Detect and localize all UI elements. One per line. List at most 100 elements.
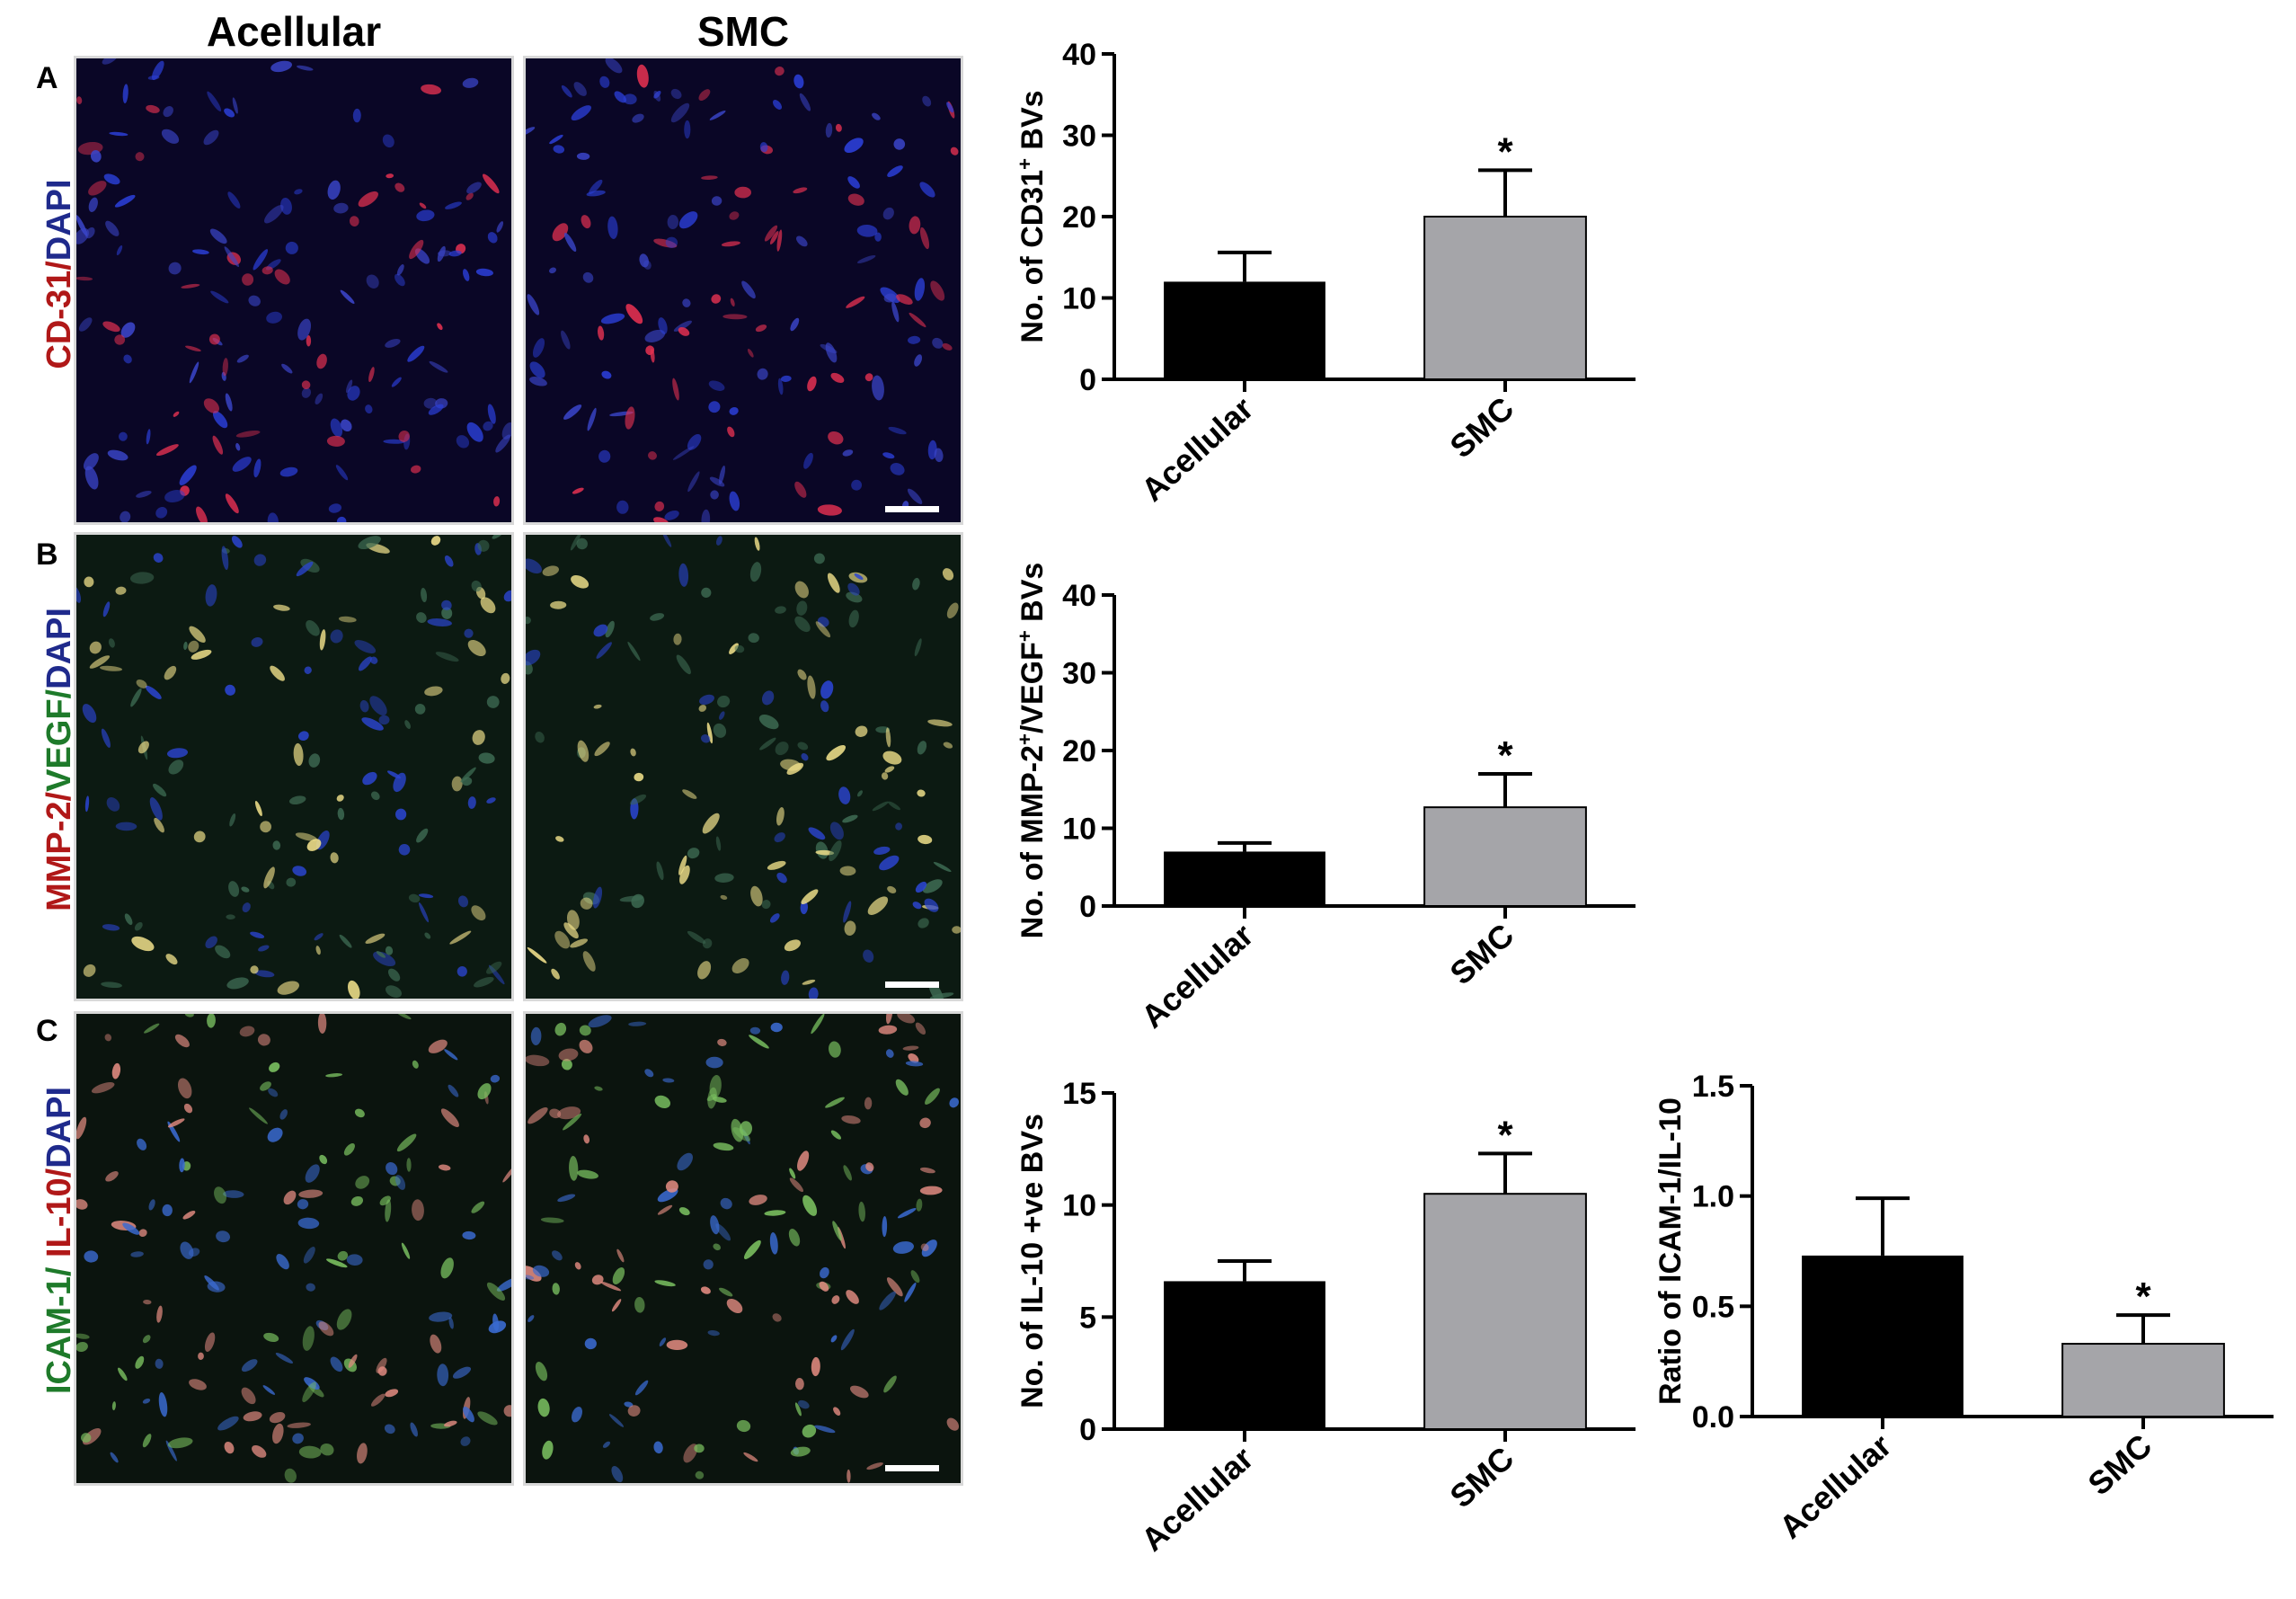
cell-blob bbox=[118, 431, 128, 441]
cell-blob bbox=[385, 1199, 392, 1222]
cell-blob bbox=[503, 1405, 511, 1417]
cell-blob bbox=[713, 723, 727, 738]
cell-blob bbox=[679, 865, 690, 884]
cell-blob bbox=[777, 378, 784, 395]
cell-blob bbox=[368, 367, 375, 383]
cell-blob bbox=[919, 1186, 943, 1195]
cell-blob bbox=[950, 147, 959, 155]
cell-blob bbox=[143, 1299, 152, 1305]
cell-blob bbox=[811, 1014, 825, 1035]
cell-blob bbox=[851, 479, 863, 491]
y-axis-title-part: /VEGF bbox=[1015, 642, 1050, 733]
cell-blob bbox=[109, 131, 129, 137]
cell-blob bbox=[793, 187, 808, 194]
cell-blob bbox=[815, 621, 831, 638]
cell-blob bbox=[253, 554, 267, 566]
cell-blob bbox=[358, 536, 381, 550]
cell-blob bbox=[697, 961, 712, 980]
cell-blob bbox=[882, 1216, 888, 1238]
cell-blob bbox=[921, 1239, 937, 1257]
cell-blob bbox=[486, 797, 496, 804]
cell-blob bbox=[919, 182, 935, 198]
cell-blob bbox=[243, 1411, 262, 1422]
cell-blob bbox=[586, 190, 606, 197]
cell-blob bbox=[749, 1195, 767, 1205]
cell-blob bbox=[501, 672, 510, 684]
cell-blob bbox=[349, 216, 359, 227]
cell-blob bbox=[131, 936, 155, 952]
cell-blob bbox=[695, 1470, 705, 1479]
bar-acellular bbox=[1164, 281, 1325, 379]
cell-blob bbox=[294, 189, 303, 195]
cell-blob bbox=[272, 840, 281, 850]
cell-blob bbox=[326, 435, 345, 447]
cell-blob bbox=[292, 866, 307, 876]
cell-blob bbox=[225, 393, 233, 412]
cell-blob bbox=[701, 175, 718, 181]
cell-blob bbox=[698, 89, 711, 102]
cell-blob bbox=[703, 1259, 714, 1270]
x-tick-label: Acellular bbox=[1772, 1426, 1898, 1545]
cell-blob bbox=[532, 338, 545, 358]
cell-blob bbox=[715, 1223, 731, 1241]
cell-blob bbox=[478, 752, 495, 764]
cell-blob bbox=[437, 323, 443, 331]
cell-blob bbox=[712, 1097, 727, 1103]
cell-blob bbox=[401, 1242, 411, 1259]
cell-blob bbox=[295, 832, 317, 841]
cell-blob bbox=[258, 945, 270, 952]
cell-blob bbox=[101, 982, 122, 989]
cell-blob bbox=[629, 794, 647, 805]
cell-blob bbox=[376, 1357, 387, 1373]
cell-blob bbox=[925, 1088, 940, 1105]
cell-blob bbox=[920, 1243, 929, 1251]
cell-blob bbox=[316, 353, 327, 369]
cell-blob bbox=[872, 112, 881, 120]
micrograph-c-smc bbox=[523, 1011, 963, 1486]
cell-blob bbox=[790, 317, 800, 332]
cell-blob bbox=[404, 720, 411, 730]
cell-blob bbox=[336, 795, 344, 802]
cell-blob bbox=[164, 490, 185, 502]
cell-blob bbox=[111, 1401, 116, 1411]
cell-blob bbox=[196, 506, 208, 522]
cell-blob bbox=[284, 1468, 297, 1483]
cell-blob bbox=[829, 840, 842, 862]
column-header-acellular: Acellular bbox=[206, 8, 382, 55]
cell-blob bbox=[734, 644, 745, 653]
cell-blob bbox=[759, 737, 776, 751]
cell-blob bbox=[490, 1074, 501, 1083]
cell-blob bbox=[902, 1045, 919, 1051]
cell-blob bbox=[784, 939, 801, 952]
cell-blob bbox=[715, 536, 722, 546]
cell-blob bbox=[797, 1150, 810, 1171]
cell-blob bbox=[549, 134, 563, 145]
cell-blob bbox=[883, 1375, 897, 1393]
cell-blob bbox=[743, 1452, 758, 1462]
cell-blob bbox=[644, 1069, 654, 1078]
cell-blob bbox=[448, 1317, 454, 1329]
cell-blob bbox=[337, 1250, 349, 1261]
y-tick-label: 0.0 bbox=[1692, 1400, 1734, 1435]
cell-blob bbox=[224, 1441, 235, 1454]
cell-blob bbox=[593, 624, 608, 637]
cell-blob bbox=[581, 215, 591, 229]
cell-blob bbox=[643, 260, 652, 270]
cell-blob bbox=[767, 860, 786, 870]
cell-blob bbox=[379, 1195, 391, 1206]
cell-blob bbox=[634, 1380, 649, 1396]
cell-blob bbox=[884, 766, 895, 773]
cell-blob bbox=[267, 512, 279, 522]
cell-blob bbox=[346, 1254, 363, 1266]
cell-blob bbox=[457, 895, 469, 908]
cell-blob bbox=[151, 60, 164, 81]
cell-blob bbox=[770, 1022, 783, 1033]
scale-bar-b bbox=[885, 982, 939, 988]
cell-blob bbox=[76, 276, 93, 281]
cell-blob bbox=[264, 204, 284, 224]
cell-blob bbox=[464, 628, 474, 638]
cell-blob bbox=[600, 313, 625, 324]
cell-blob bbox=[445, 201, 462, 209]
cell-blob bbox=[706, 722, 714, 744]
